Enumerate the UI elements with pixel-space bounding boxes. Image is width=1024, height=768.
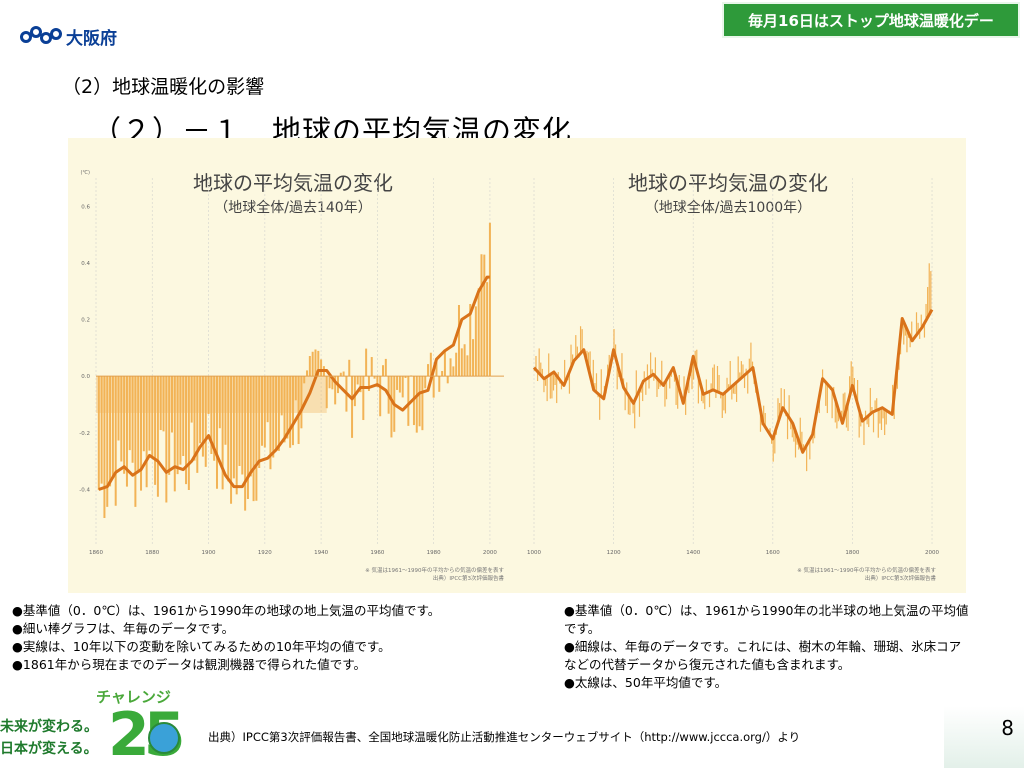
chart-subtitle: （地球全体/過去140年） [214, 199, 371, 216]
note-item: ●1861年から現在までのデータは観測機器で得られた値です。 [12, 657, 366, 672]
x-tick-label: 2000 [483, 550, 497, 556]
challenge-slogan-2: 日本が変える。 [0, 741, 98, 757]
y-tick-label: -0.2 [79, 431, 90, 437]
y-tick-label: 0.6 [81, 204, 90, 210]
x-tick-label: 1200 [607, 550, 621, 556]
average-line [532, 308, 934, 454]
x-tick-label: 1400 [686, 550, 700, 556]
page-number-box: 8 [944, 706, 1024, 768]
note-item: ●実線は、10年以下の変動を除いてみるための10年平均の値です。 [12, 639, 391, 654]
chart-panel: 地球の平均気温の変化 （地球全体/過去140年） (℃) 0.6 0.4 0.2 0.0 -0… [68, 138, 966, 593]
x-tick-label: 1860 [89, 550, 103, 556]
challenge25-logo: チャレンジ 未来が変わる。 日本が変える。 25 [0, 686, 200, 768]
note-item: ●基準値（0．0℃）は、1961から1990年の北半球の地上気温の平均値です。 [564, 603, 969, 636]
osaka-emblem-icon [20, 25, 62, 48]
osaka-logo: 大阪府 [20, 24, 117, 49]
chart-title: 地球の平均気温の変化 [628, 171, 828, 195]
note-item: ●細い棒グラフは、年毎のデータです。 [12, 621, 235, 636]
x-tick-label: 1900 [202, 550, 216, 556]
x-tick-label: 1600 [766, 550, 780, 556]
y-tick-label: 0.2 [81, 318, 90, 324]
chart-subtitle: （地球全体/過去1000年） [645, 199, 811, 216]
temperature-charts: 地球の平均気温の変化 （地球全体/過去140年） (℃) 0.6 0.4 0.2 0.0 -0… [79, 170, 939, 582]
x-tick-label: 1000 [527, 550, 541, 556]
chart-footnote: 出典）IPCC第3次評価報告書 [865, 574, 937, 582]
x-tick-label: 1800 [845, 550, 859, 556]
globe-icon [148, 722, 180, 754]
x-tick-label: 2000 [925, 550, 939, 556]
chart-footnote: 出典）IPCC第3次評価報告書 [433, 574, 505, 582]
page-number: 8 [1001, 716, 1014, 740]
y-tick-label: 0.0 [81, 374, 90, 380]
note-item: ●細線は、年毎のデータです。これには、樹木の年輪、珊瑚、氷床コアなどの代替データ… [564, 639, 962, 672]
average-line [98, 275, 490, 491]
notes-right: ●基準値（0．0℃）は、1961から1990年の北半球の地上気温の平均値です。 … [564, 602, 969, 692]
note-item: ●太線は、50年平均値です。 [564, 675, 728, 690]
chart-footnote: ※ 気温は1961～1990年の平均からの気温の偏差を表す [365, 566, 504, 574]
stop-warming-banner: 毎月16日はストップ地球温暖化デー [722, 2, 1020, 38]
x-tick-label: 1880 [145, 550, 159, 556]
chart-footnote: ※ 気温は1961～1990年の平均からの気温の偏差を表す [797, 566, 936, 574]
note-item: ●基準値（0．0℃）は、1961から1990年の地球の地上気温の平均値です。 [12, 603, 441, 618]
section-heading: （2）地球温暖化の影響 [62, 76, 265, 98]
x-tick-label: 1980 [427, 550, 441, 556]
x-tick-label: 1940 [314, 550, 328, 556]
challenge-slogan-1: 未来が変わる。 [0, 719, 98, 735]
logo-name: 大阪府 [66, 29, 117, 49]
y-unit-label: (℃) [80, 170, 90, 176]
x-tick-label: 1920 [258, 550, 272, 556]
y-tick-label: -0.4 [79, 487, 90, 493]
chart-title: 地球の平均気温の変化 [193, 171, 393, 195]
source-citation: 出典）IPCC第3次評価報告書、全国地球温暖化防止活動推進センターウェブサイト（… [208, 730, 801, 744]
challenge-label: チャレンジ [96, 688, 171, 706]
x-tick-label: 1960 [370, 550, 384, 556]
notes-left: ●基準値（0．0℃）は、1961から1990年の地球の地上気温の平均値です。 ●… [12, 602, 557, 674]
y-tick-label: 0.4 [81, 261, 90, 267]
